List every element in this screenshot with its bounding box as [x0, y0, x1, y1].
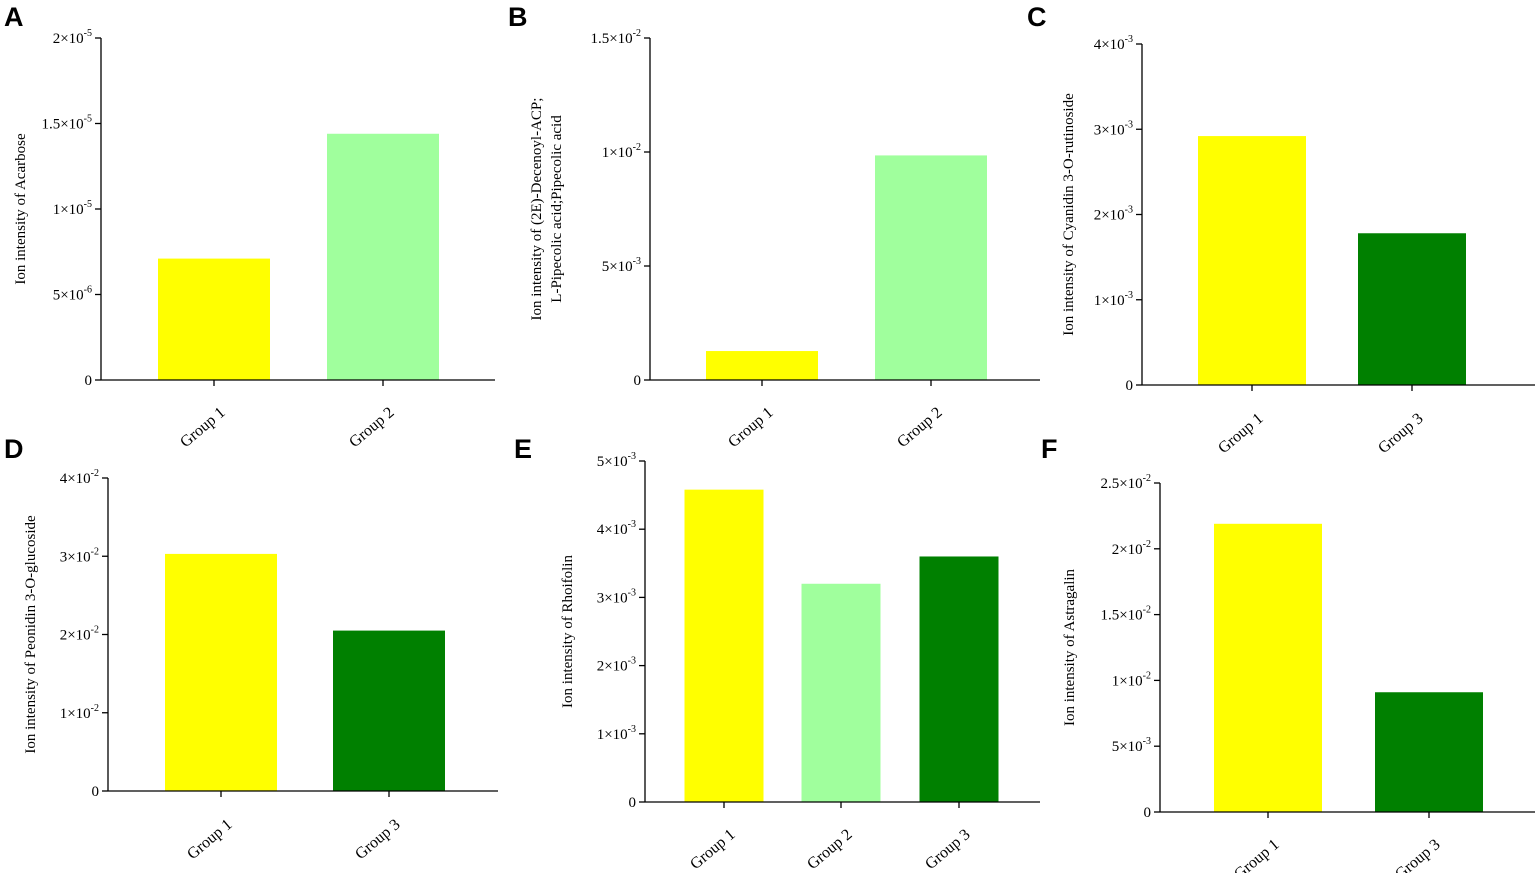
bar-group-1	[706, 351, 818, 380]
y-tick-label: 1.5×10-2	[590, 28, 641, 47]
bar-group-1	[684, 489, 764, 802]
y-axis-label: Ion intensity of Cyanidin 3-O-rutinoside	[1061, 93, 1077, 336]
panel-letter: D	[4, 434, 24, 464]
bar-group-1	[1214, 523, 1322, 812]
y-tick-label: 0	[634, 373, 642, 389]
y-axis-label: Ion intensity of (2E)-Decenoyl-ACP;	[529, 98, 545, 321]
x-category-label: Group 3	[1392, 836, 1443, 873]
bar-group-3	[333, 630, 445, 791]
y-tick-label: 2×10-5	[53, 28, 92, 47]
bar-group-2	[875, 155, 987, 380]
x-category-label: Group 2	[804, 826, 855, 873]
y-tick-label: 5×10-3	[602, 256, 641, 275]
panel-letter: E	[514, 434, 532, 464]
chart-panel-a: A 0 5×10-6 1×10-5 1.5×10-5 2×10-5 Group 1 Group…	[4, 2, 495, 451]
bar-group-3	[1358, 233, 1466, 385]
y-tick-label: 0	[629, 795, 637, 811]
x-category-label: Group 1	[177, 404, 228, 451]
bar-group-3	[1375, 692, 1483, 812]
y-tick-label: 5×10-6	[53, 285, 92, 304]
y-tick-label: 2×10-2	[1112, 539, 1151, 558]
x-category-label: Group 1	[1215, 410, 1266, 457]
panel-letter: C	[1027, 2, 1047, 32]
x-category-label: Group 1	[1231, 836, 1282, 873]
y-tick-label: 1×10-5	[53, 199, 92, 218]
panel-letter: B	[508, 2, 528, 32]
x-category-label: Group 1	[687, 826, 738, 873]
y-axis-label-line2: L-Pipecolic acid;Pipecolic acid	[549, 115, 565, 303]
y-tick-label: 0	[1144, 805, 1152, 821]
bar-group-3	[919, 556, 999, 802]
chart-panel-b: B 0 5×10-3 1×10-2 1.5×10-2 Group 1 Group 2 Ion …	[508, 2, 1040, 451]
x-category-label: Group 1	[725, 404, 776, 451]
y-tick-label: 0	[1126, 378, 1134, 394]
chart-panel-d: D 0 1×10-2 2×10-2 3×10-2 4×10-2 Group 1 Group 3…	[4, 434, 498, 863]
y-tick-label: 0	[85, 373, 93, 389]
y-axis-label: Ion intensity of Acarbose	[13, 133, 29, 285]
y-tick-label: 3×10-3	[1094, 119, 1133, 138]
y-tick-label: 0	[92, 784, 100, 800]
y-tick-label: 4×10-2	[60, 468, 99, 487]
y-tick-label: 2×10-2	[60, 625, 99, 644]
bar-group-2	[801, 583, 881, 802]
y-axis-label: Ion intensity of Peonidin 3-O-glucoside	[23, 515, 39, 754]
y-tick-label: 1×10-3	[1094, 290, 1133, 309]
chart-panel-c: C 0 1×10-3 2×10-3 3×10-3 4×10-3 Group 1 Group 3…	[1027, 2, 1535, 457]
y-tick-label: 5×10-3	[597, 451, 636, 470]
y-tick-label: 1.5×10-5	[41, 114, 92, 133]
y-tick-label: 3×10-3	[597, 587, 636, 606]
x-category-label: Group 3	[352, 816, 403, 863]
y-tick-label: 5×10-3	[1112, 736, 1151, 755]
panel-letter: F	[1041, 434, 1058, 464]
y-axis-label: Ion intensity of Astragalin	[1062, 568, 1078, 726]
x-category-label: Group 3	[922, 826, 973, 873]
y-tick-label: 3×10-2	[60, 546, 99, 565]
x-category-label: Group 1	[184, 816, 235, 863]
chart-panel-f: F 0 5×10-3 1×10-2 1.5×10-2 2×10-2 2.5×10-2 Grou…	[1041, 434, 1535, 873]
x-category-label: Group 2	[894, 404, 945, 451]
x-category-label: Group 2	[346, 404, 397, 451]
y-tick-label: 2×10-3	[1094, 205, 1133, 224]
y-tick-label: 4×10-3	[597, 519, 636, 538]
y-tick-label: 2×10-3	[597, 656, 636, 675]
bar-group-1	[158, 258, 270, 380]
y-tick-label: 1×10-2	[60, 703, 99, 722]
y-tick-label: 1×10-3	[597, 724, 636, 743]
bar-group-2	[327, 133, 439, 380]
y-tick-label: 1.5×10-2	[1100, 605, 1151, 624]
bar-group-1	[1198, 136, 1306, 385]
y-tick-label: 1×10-2	[1112, 670, 1151, 689]
y-axis-label: Ion intensity of Rhoifolin	[560, 555, 576, 708]
panel-letter: A	[4, 2, 24, 32]
y-tick-label: 4×10-3	[1094, 34, 1133, 53]
y-tick-label: 2.5×10-2	[1100, 473, 1151, 492]
chart-panel-e: E 0 1×10-3 2×10-3 3×10-3 4×10-3 5×10-3 Group 1 G…	[514, 434, 1040, 873]
bar-group-1	[165, 553, 277, 791]
x-category-label: Group 3	[1375, 410, 1426, 457]
y-tick-label: 1×10-2	[602, 142, 641, 161]
